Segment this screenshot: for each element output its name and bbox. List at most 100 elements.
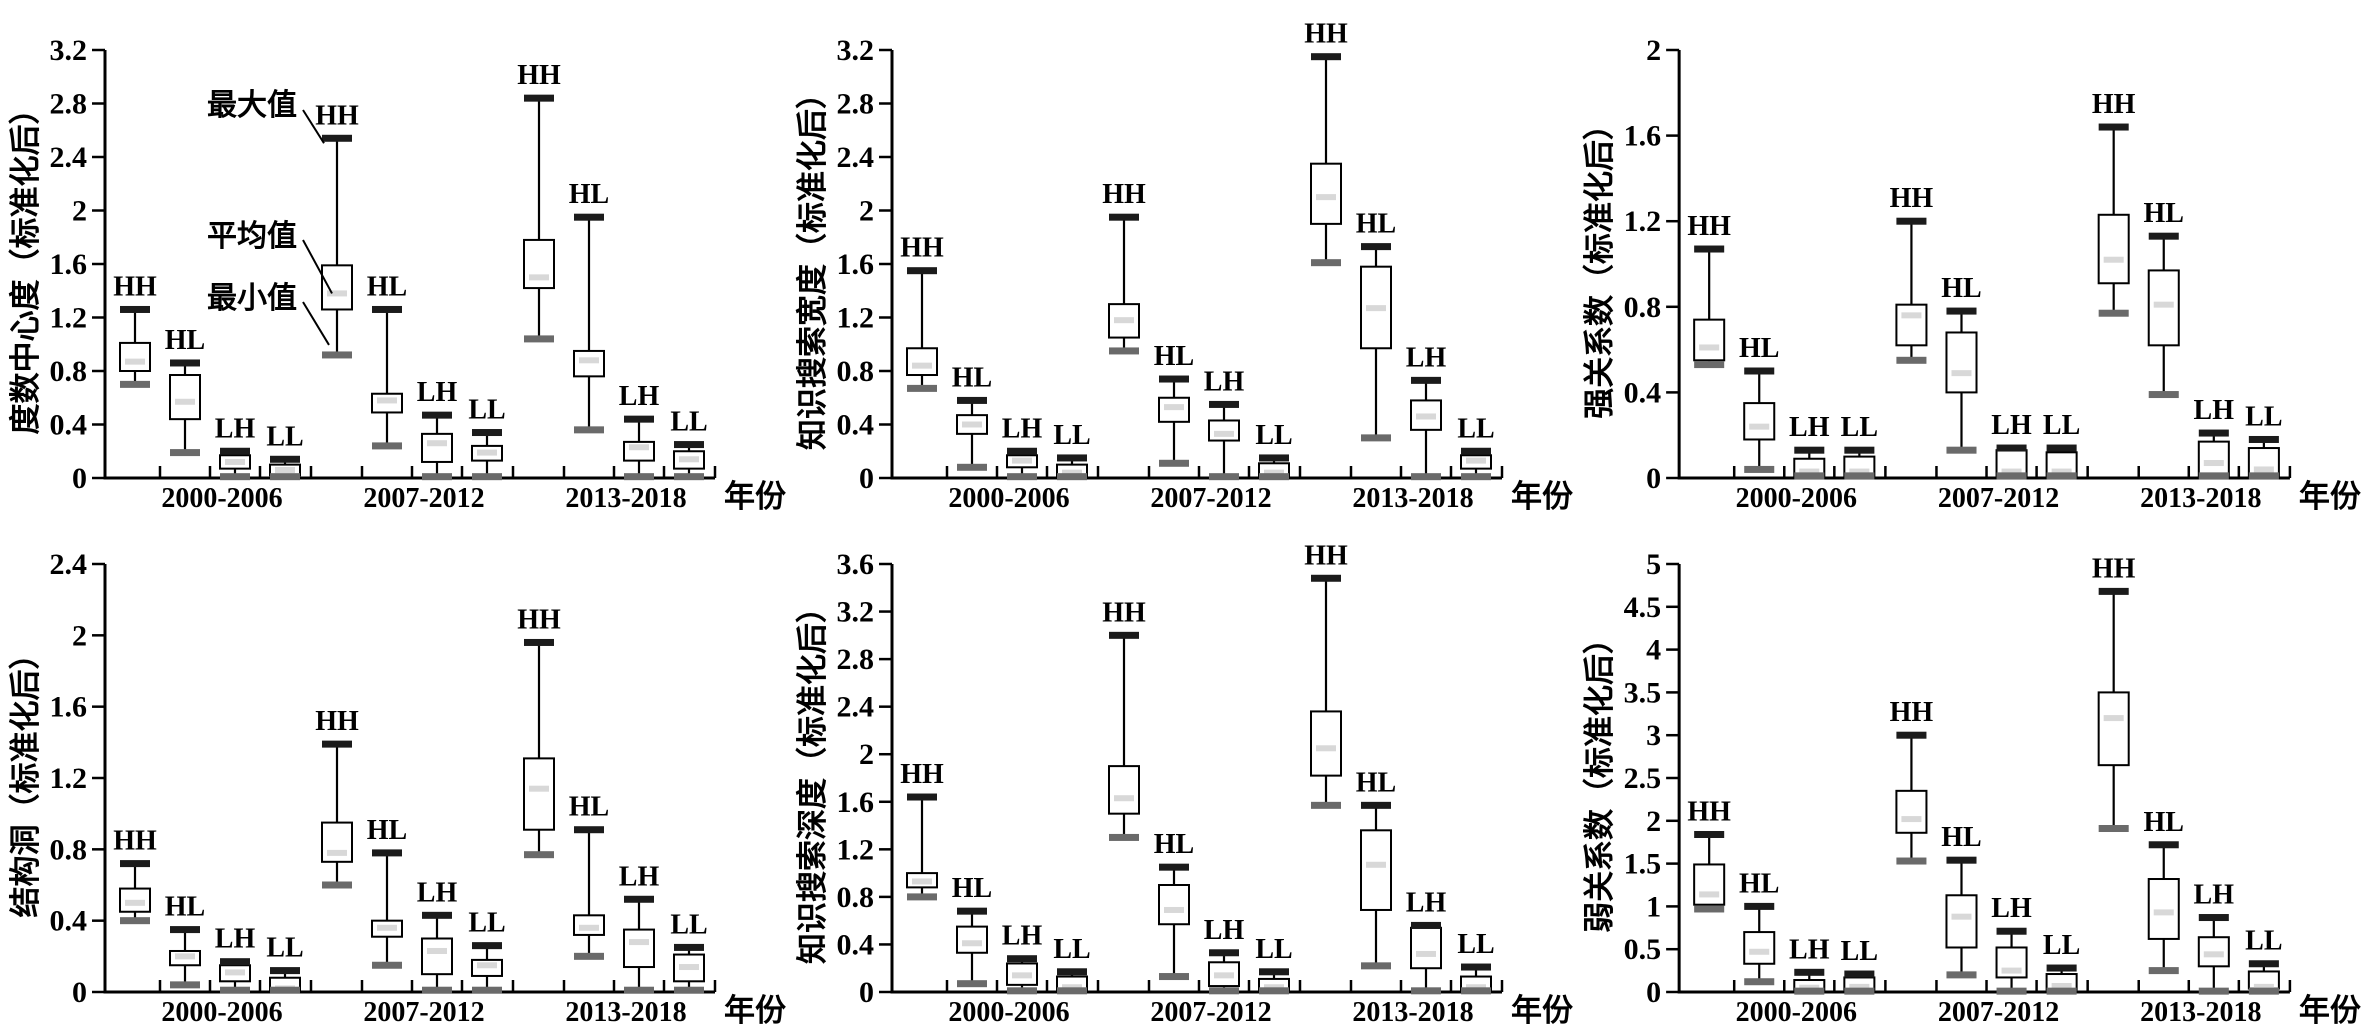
y-tick-label: 3.2 bbox=[837, 596, 875, 629]
min-cap bbox=[1007, 987, 1037, 995]
max-cap bbox=[2098, 123, 2129, 131]
box-LH: LH bbox=[1406, 887, 1447, 995]
iqr-box bbox=[1410, 926, 1442, 970]
iqr-box bbox=[573, 349, 605, 378]
mean-bar bbox=[1416, 950, 1436, 957]
box-HL: HL bbox=[367, 271, 407, 450]
y-tick-label: 1.2 bbox=[50, 302, 88, 335]
y-axis-title: 知识搜索深度（标准化后） bbox=[795, 592, 830, 964]
min-cap bbox=[574, 426, 604, 434]
group-label: LH bbox=[1789, 412, 1830, 443]
box-HH: HH bbox=[1304, 540, 1348, 809]
group-label: LH bbox=[1406, 342, 1447, 373]
group-label: HH bbox=[315, 100, 359, 131]
group-label: HH bbox=[900, 233, 944, 264]
max-cap bbox=[270, 967, 300, 975]
min-cap bbox=[1109, 833, 1139, 841]
x-axis-label: 年份 bbox=[1511, 479, 1573, 514]
iqr-box bbox=[421, 432, 453, 463]
mean-bar bbox=[1366, 305, 1386, 312]
y-tick-label: 2 bbox=[859, 738, 874, 771]
max-cap bbox=[2248, 435, 2279, 443]
iqr-box bbox=[1158, 884, 1190, 926]
mean-bar bbox=[2153, 909, 2174, 916]
box-HL: HL bbox=[1941, 273, 1982, 454]
min-cap bbox=[2148, 391, 2179, 399]
group-label: LH bbox=[2194, 395, 2235, 426]
min-cap bbox=[1694, 905, 1725, 913]
y-tick-label: 0.4 bbox=[837, 928, 875, 961]
y-tick-label: 3.5 bbox=[1624, 676, 1662, 709]
box-LL: LL bbox=[2245, 401, 2283, 480]
min-cap bbox=[1209, 987, 1239, 995]
iqr-box bbox=[2097, 691, 2130, 767]
box-LL: LL bbox=[2245, 926, 2283, 995]
period-label: 2007-2012 bbox=[1150, 483, 1271, 514]
annotation-mean-line bbox=[302, 239, 333, 294]
mean-bar bbox=[477, 449, 497, 456]
min-cap bbox=[1361, 962, 1391, 970]
max-cap bbox=[907, 793, 937, 801]
min-cap bbox=[2248, 472, 2279, 480]
boxplot-svg: 0 0.4 0.8 1.2 1.6 2 2.4 2.8 3.2 HH HL LH LL 2000-2006… bbox=[8, 34, 786, 514]
max-cap bbox=[2046, 444, 2077, 452]
y-tick-label: 0 bbox=[1646, 976, 1661, 1009]
mean-bar bbox=[579, 357, 599, 364]
min-cap bbox=[170, 449, 200, 457]
max-cap bbox=[372, 849, 402, 857]
mean-bar bbox=[2103, 715, 2124, 722]
group-label: LL bbox=[670, 909, 707, 940]
y-tick-label: 2.4 bbox=[837, 141, 875, 174]
mean-bar bbox=[1951, 913, 1972, 920]
mean-bar bbox=[225, 969, 245, 976]
mean-bar bbox=[2103, 256, 2124, 263]
group-label: HL bbox=[569, 179, 609, 210]
min-cap bbox=[472, 473, 502, 481]
max-cap bbox=[907, 267, 937, 275]
max-cap bbox=[322, 740, 352, 748]
box-HH: HH bbox=[1890, 183, 1934, 364]
group-label: LH bbox=[1204, 366, 1245, 397]
min-cap bbox=[372, 961, 402, 969]
mean-bar bbox=[1214, 972, 1234, 979]
group-label: LL bbox=[1053, 420, 1090, 451]
box-HH: HH bbox=[517, 604, 561, 859]
max-cap bbox=[1411, 921, 1441, 929]
max-cap bbox=[1109, 213, 1139, 221]
min-cap bbox=[1996, 987, 2027, 995]
min-cap bbox=[322, 881, 352, 889]
group-label: LH bbox=[1406, 887, 1447, 918]
max-cap bbox=[2148, 232, 2179, 240]
iqr-box bbox=[523, 757, 555, 831]
box-HH: HH bbox=[1304, 19, 1348, 267]
box-HL: HL bbox=[1941, 822, 1982, 979]
group-label: HH bbox=[1890, 183, 1934, 214]
box-LH: LH bbox=[1789, 934, 1830, 995]
y-tick-label: 1.6 bbox=[1624, 120, 1662, 153]
box-HH: HH bbox=[900, 759, 944, 901]
min-cap bbox=[1946, 446, 1977, 454]
y-tick-label: 1.2 bbox=[50, 762, 88, 795]
min-cap bbox=[2248, 987, 2279, 995]
min-cap bbox=[1311, 259, 1341, 267]
chart-degree-centrality: 0 0.4 0.8 1.2 1.6 2 2.4 2.8 3.2 HH HL LH LL 2000-2006… bbox=[0, 0, 787, 514]
mean-bar bbox=[1951, 370, 1972, 377]
min-cap bbox=[1259, 473, 1289, 481]
max-cap bbox=[2148, 841, 2179, 849]
min-cap bbox=[1794, 472, 1825, 480]
iqr-box bbox=[119, 341, 151, 373]
box-LL: LL bbox=[468, 908, 506, 994]
iqr-box bbox=[2197, 440, 2230, 477]
min-cap bbox=[1159, 459, 1189, 467]
iqr-box bbox=[1310, 162, 1342, 225]
annotation-min-line bbox=[302, 301, 330, 346]
max-cap bbox=[1007, 447, 1037, 455]
group-label: LL bbox=[266, 421, 303, 452]
min-cap bbox=[2148, 967, 2179, 975]
chart-weak-ties: 0 0.5 1 1.5 2 2.5 3 3.5 4 4.5 5 HH HL LH LL 2000-2006 HH… bbox=[1574, 514, 2362, 1028]
box-HH: HH bbox=[1102, 597, 1146, 841]
period-label: 2013-2018 bbox=[2140, 483, 2261, 514]
max-cap bbox=[1896, 731, 1927, 739]
mean-bar bbox=[962, 421, 982, 428]
